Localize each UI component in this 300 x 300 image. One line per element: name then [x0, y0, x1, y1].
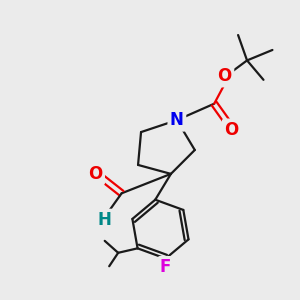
Text: F: F — [160, 259, 171, 277]
Text: N: N — [170, 111, 184, 129]
Text: O: O — [88, 165, 103, 183]
Text: H: H — [98, 211, 111, 229]
Text: O: O — [218, 67, 232, 85]
Text: O: O — [224, 121, 239, 139]
